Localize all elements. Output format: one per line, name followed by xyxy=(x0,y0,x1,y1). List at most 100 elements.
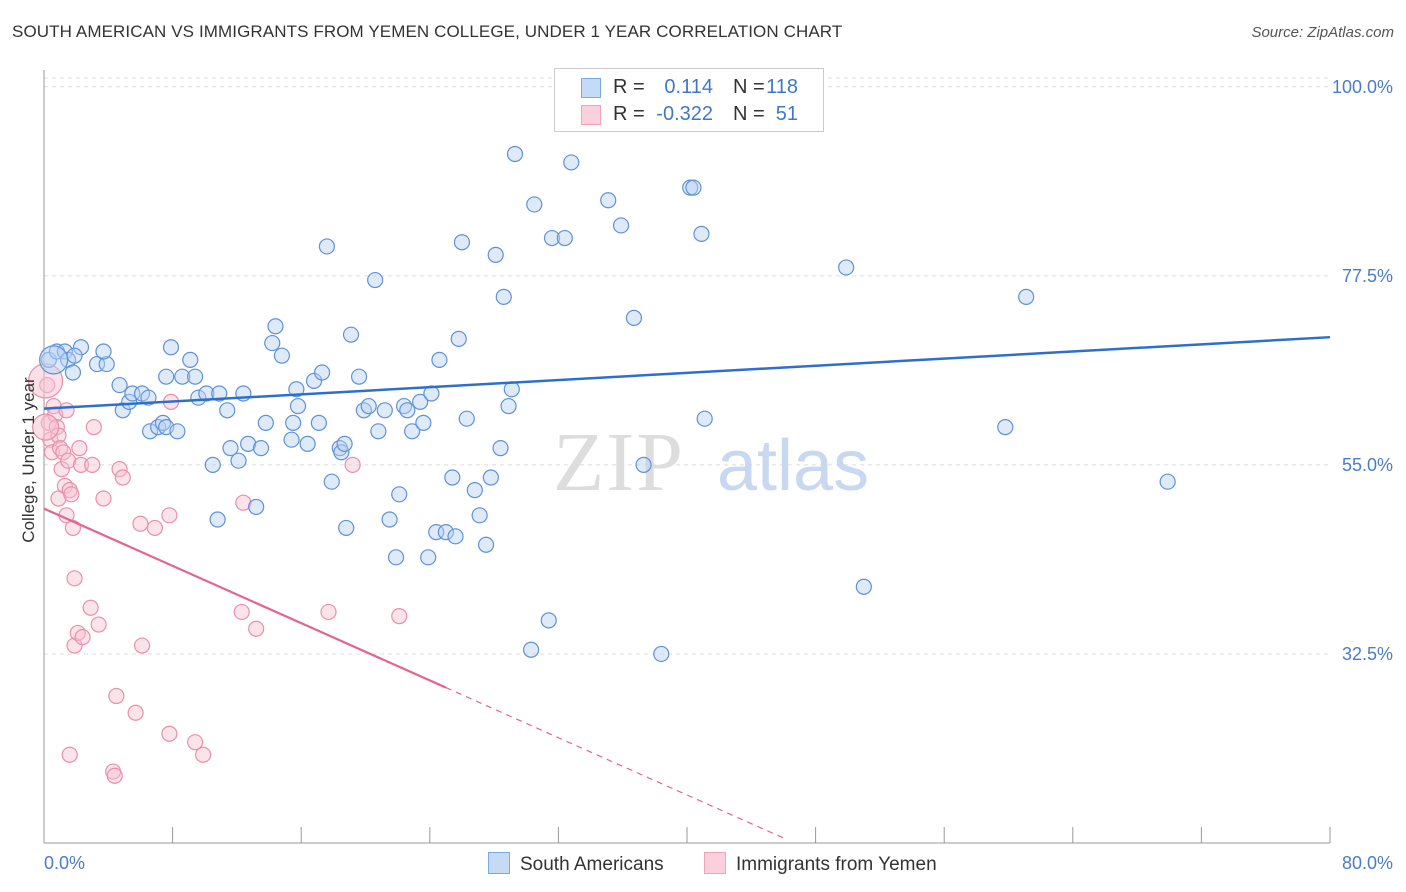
data-point xyxy=(600,192,617,209)
data-point xyxy=(114,469,131,486)
data-point xyxy=(693,225,710,242)
data-point xyxy=(162,339,180,356)
data-point xyxy=(336,435,353,452)
data-point xyxy=(458,410,475,427)
watermark-atlas: atlas xyxy=(717,426,869,506)
grid-lines xyxy=(44,77,1330,655)
y-axis-label: College, Under 1 year xyxy=(19,377,38,543)
data-point xyxy=(391,608,408,625)
data-point xyxy=(381,511,398,528)
data-point xyxy=(182,351,199,368)
data-point xyxy=(233,603,250,621)
data-point xyxy=(696,410,713,427)
legend-swatch-pink xyxy=(581,105,601,125)
data-point xyxy=(318,238,336,255)
data-point xyxy=(132,515,149,532)
data-point xyxy=(653,645,670,663)
data-point xyxy=(187,734,204,751)
y-tick-label: 77.5% xyxy=(1342,266,1393,286)
data-point xyxy=(222,439,239,457)
x-tick-label: 0.0% xyxy=(44,853,85,873)
data-point xyxy=(133,637,151,654)
legend-r-value: 0.114 xyxy=(664,76,713,98)
data-point xyxy=(195,746,212,763)
data-point xyxy=(74,629,91,646)
data-point xyxy=(95,343,112,360)
legend-item-south-americans: South Americans xyxy=(488,852,664,876)
watermark-zip: ZIP xyxy=(553,416,685,509)
data-point xyxy=(487,246,504,263)
data-point xyxy=(267,318,284,335)
chart-title: SOUTH AMERICAN VS IMMIGRANTS FROM YEMEN … xyxy=(12,22,843,41)
data-point xyxy=(495,288,512,305)
data-point xyxy=(66,570,83,587)
data-point xyxy=(1018,288,1035,305)
data-point xyxy=(543,229,561,247)
data-point xyxy=(39,345,69,375)
legend-row-immigrants-from-yemen: R = -0.322 N = 51 xyxy=(555,100,823,128)
data-point xyxy=(466,482,483,499)
data-point xyxy=(108,687,125,705)
data-point xyxy=(106,767,123,784)
data-point xyxy=(209,511,226,528)
legend-n-value: 51 xyxy=(775,103,798,125)
data-point xyxy=(161,507,178,524)
x-tick-label: 80.0% xyxy=(1342,853,1393,873)
data-point xyxy=(415,414,432,431)
data-point xyxy=(169,423,186,440)
data-point xyxy=(563,154,580,171)
data-point xyxy=(95,490,112,507)
trend-line-south-americans xyxy=(43,335,1331,410)
data-point xyxy=(146,519,164,537)
data-point xyxy=(420,549,437,566)
data-point xyxy=(313,364,331,381)
data-point xyxy=(264,334,281,352)
data-point xyxy=(506,145,524,163)
data-point xyxy=(64,364,82,381)
data-point xyxy=(540,612,557,629)
data-point xyxy=(370,423,387,440)
chart-source: Source: ZipAtlas.com xyxy=(1251,24,1394,41)
legend-item-immigrants-from-yemen: Immigrants from Yemen xyxy=(704,852,937,876)
data-point xyxy=(471,507,488,524)
data-point xyxy=(198,385,215,402)
data-point xyxy=(248,498,265,516)
data-point xyxy=(235,494,252,511)
series-immigrants-from-yemen xyxy=(28,363,408,784)
data-point xyxy=(98,355,115,373)
legend-swatch-blue xyxy=(581,78,601,98)
legend-row-south-americans: R = 0.114 N = 118 xyxy=(555,73,823,101)
data-point xyxy=(72,339,90,356)
data-point xyxy=(111,376,128,394)
data-point xyxy=(43,444,61,461)
data-point xyxy=(526,196,543,213)
data-point xyxy=(63,486,80,503)
data-point xyxy=(289,397,307,415)
series-south-americans xyxy=(39,145,1176,663)
data-point xyxy=(285,414,302,431)
data-point xyxy=(500,397,517,415)
data-point xyxy=(161,725,178,742)
legend-r-value: -0.322 xyxy=(656,103,713,125)
data-point xyxy=(72,456,90,474)
data-point xyxy=(387,549,405,566)
data-point xyxy=(230,452,247,469)
data-point xyxy=(84,456,101,474)
data-point xyxy=(342,326,360,343)
legend-label: South Americans xyxy=(520,854,664,875)
data-point xyxy=(55,444,72,461)
legend-n-value: 118 xyxy=(766,76,798,98)
data-point xyxy=(685,179,702,196)
data-point xyxy=(450,330,467,347)
data-point xyxy=(612,217,630,234)
y-tick-label: 100.0% xyxy=(1332,77,1393,97)
trend-line-immigrants-from-yemen xyxy=(43,507,447,689)
data-point xyxy=(412,393,429,410)
data-point xyxy=(447,528,464,545)
correlation-legend: R = 0.114 N = 118 R = -0.322 N = 51 xyxy=(554,68,824,132)
trend-line-extension xyxy=(445,687,784,839)
data-point xyxy=(310,414,327,431)
data-point xyxy=(66,347,83,364)
data-point xyxy=(114,402,131,419)
data-point xyxy=(625,309,643,326)
